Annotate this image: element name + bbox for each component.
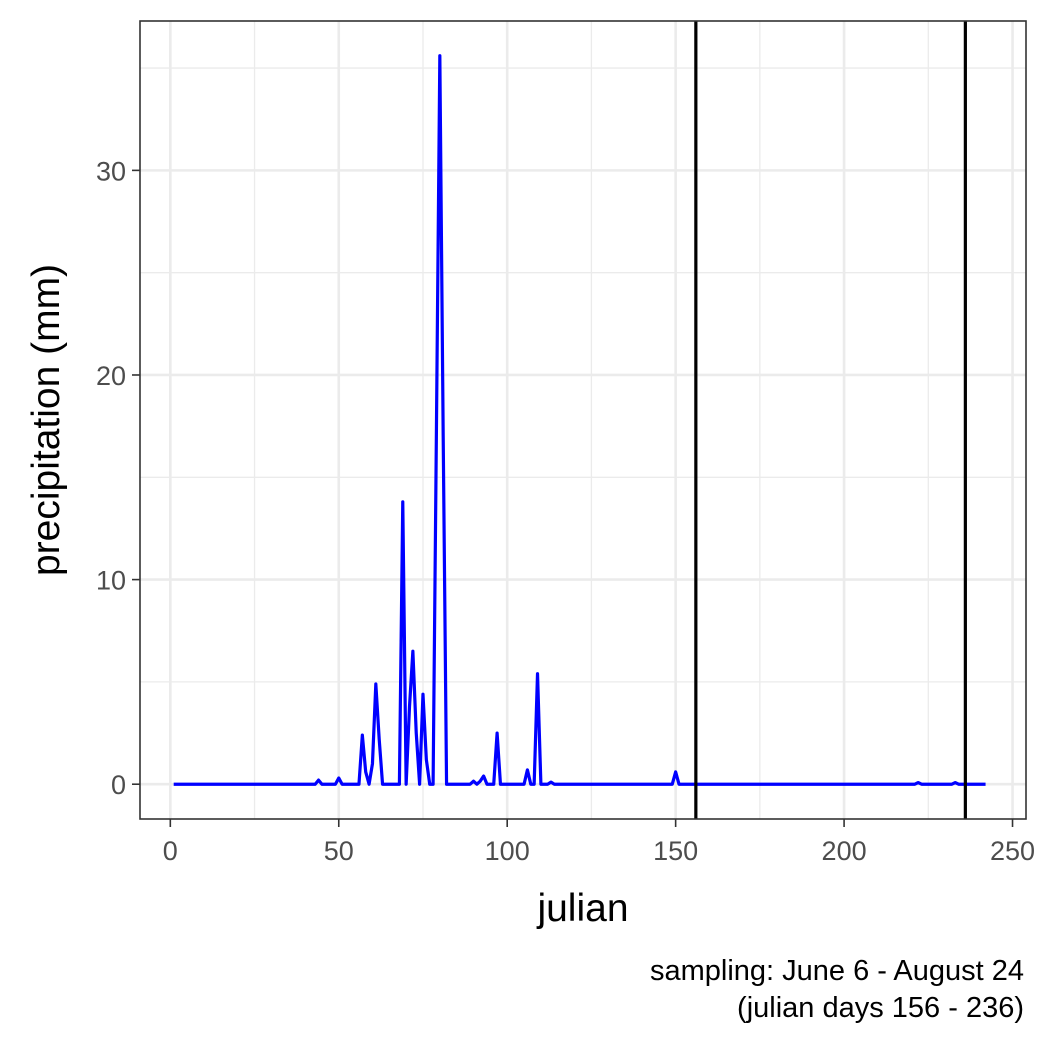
plot-panel-border bbox=[139, 20, 1027, 820]
x-tick-label: 200 bbox=[822, 836, 867, 866]
y-tick-label: 10 bbox=[96, 566, 126, 596]
y-tick-label: 0 bbox=[111, 770, 126, 800]
x-axis: 0 50 100 150 200 250 bbox=[163, 819, 1035, 866]
grid-major bbox=[140, 21, 1026, 819]
y-tick-label: 20 bbox=[96, 361, 126, 391]
y-axis: 0 10 20 30 bbox=[96, 156, 140, 800]
vline-layer bbox=[694, 21, 967, 819]
x-axis-title: julian bbox=[536, 887, 628, 930]
grid-minor bbox=[140, 21, 1026, 819]
x-tick-label: 100 bbox=[485, 836, 530, 866]
plot-panel-bg bbox=[140, 21, 1026, 819]
series-line-0 bbox=[173, 54, 986, 786]
caption-line-2: (julian days 156 - 236) bbox=[737, 992, 1024, 1024]
series-layer bbox=[173, 54, 986, 786]
x-tick-label: 250 bbox=[990, 836, 1035, 866]
y-axis-title: precipitation (mm) bbox=[25, 264, 68, 576]
x-tick-label: 150 bbox=[653, 836, 698, 866]
x-tick-label: 0 bbox=[163, 836, 178, 866]
x-tick-label: 50 bbox=[324, 836, 354, 866]
y-tick-label: 30 bbox=[96, 156, 126, 186]
caption-line-1: sampling: June 6 - August 24 bbox=[650, 955, 1024, 987]
